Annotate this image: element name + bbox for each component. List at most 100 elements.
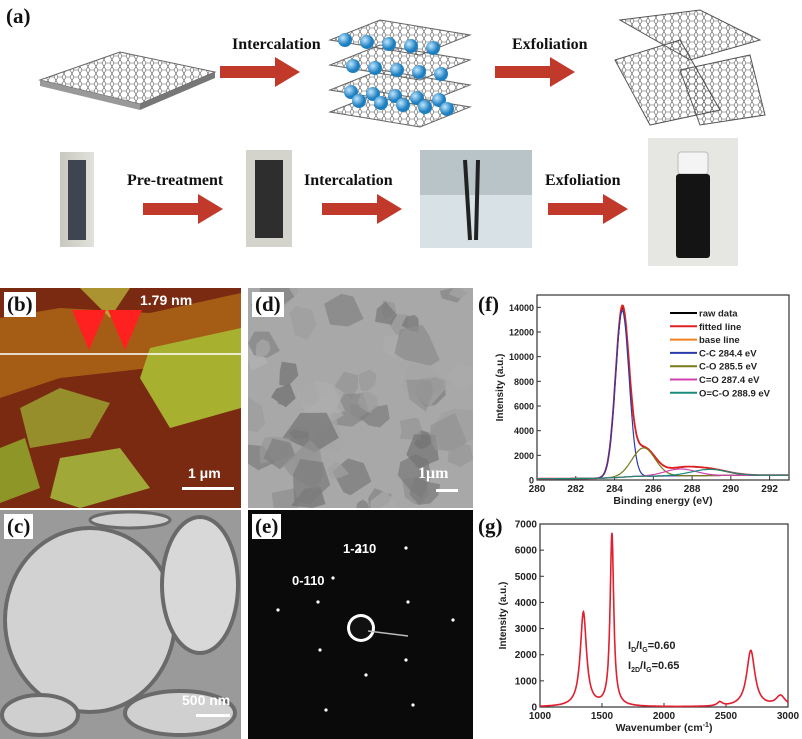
id-ig-ratio: ID/IG=0.60 [628, 640, 676, 655]
ion-sphere [338, 33, 352, 47]
diffraction-spot [358, 548, 362, 552]
diffraction-spot [318, 648, 322, 652]
ion-sphere [346, 59, 360, 73]
ion-sphere [426, 41, 440, 55]
legend-entry: C=O 287.4 eV [699, 375, 760, 386]
y-axis-label: Intensity (a.u.) [498, 582, 509, 650]
diffraction-spot [404, 546, 408, 550]
diffraction-spot [316, 600, 320, 604]
flake [271, 488, 300, 508]
flake [277, 391, 289, 406]
intercalant-ions [338, 33, 454, 116]
step-label-pretreatment: Pre-treatment [127, 172, 224, 189]
legend-entry: C-C 284.4 eV [699, 348, 757, 359]
ion-sphere [432, 93, 446, 107]
plot-frame-f [536, 294, 790, 481]
flake [334, 371, 359, 399]
arrow-icon [220, 57, 300, 87]
flake [448, 288, 473, 299]
exfoliated-sheets-illustration [614, 9, 766, 126]
ion-sphere [360, 35, 374, 49]
panel-f-label: (f) [478, 292, 499, 316]
x-tick-label: 290 [723, 484, 740, 495]
diffraction-index-1-210: 1-210 [343, 541, 377, 556]
y-tick-label: 0 [531, 703, 537, 714]
ion-sphere [410, 91, 424, 105]
x-tick-label: 282 [567, 484, 584, 495]
afm-image [0, 288, 241, 508]
y-tick-label: 4000 [515, 598, 538, 609]
step-label-intercalation-2: Intercalation [304, 172, 393, 189]
ion-sphere [366, 87, 380, 101]
legend-entry: raw data [699, 309, 738, 320]
flake [445, 363, 473, 391]
y-tick-label: 7000 [515, 520, 538, 531]
arrow-icon [495, 57, 575, 87]
flake [375, 301, 397, 325]
ion-sphere [418, 100, 432, 114]
flake [409, 477, 441, 505]
y-tick-label: 3000 [515, 624, 538, 635]
step-label-exfoliation-2: Exfoliation [545, 172, 621, 189]
arrow-icon [143, 194, 223, 224]
legend-entry: base line [699, 335, 740, 346]
diffraction-spot [331, 576, 335, 580]
ion-sphere [344, 85, 358, 99]
tem-membrane-image [0, 510, 241, 739]
flake [324, 293, 364, 327]
x-tick-label: 2000 [653, 711, 676, 722]
flake [327, 461, 350, 479]
scale-bar [436, 489, 458, 492]
series-peak-2 [537, 468, 789, 480]
tem-flakes-image [248, 288, 473, 508]
scale-bar [196, 714, 230, 717]
flake [370, 489, 399, 508]
step-label-intercalation: Intercalation [232, 36, 321, 53]
flake [289, 306, 317, 341]
panel-g-label: (g) [478, 514, 503, 538]
x-tick-label: 1500 [591, 711, 614, 722]
ion-sphere [368, 61, 382, 75]
flake [279, 361, 299, 387]
y-tick-label: 6000 [515, 546, 538, 557]
flake [359, 404, 390, 428]
i2d-ig-ratio: I2D/IG=0.65 [628, 660, 680, 675]
panel-a-illustrations [38, 9, 766, 266]
x-tick-label: 292 [761, 484, 778, 495]
flake [406, 379, 434, 412]
flake [248, 348, 268, 371]
x-tick-label: 288 [684, 484, 701, 495]
scale-bar [182, 487, 234, 490]
diffraction-pattern-image [248, 510, 473, 739]
flake [357, 392, 379, 414]
y-tick-label: 1000 [515, 676, 538, 687]
panel-b-label: (b) [4, 292, 36, 317]
flake [293, 459, 331, 505]
step-label-exfoliation: Exfoliation [512, 36, 588, 53]
y-axis-label: Intensity (a.u.) [495, 354, 506, 422]
diffraction-spot [406, 600, 410, 604]
y-tick-label: 4000 [514, 426, 534, 436]
height-label: 1.79 nm [140, 292, 193, 308]
ion-sphere [440, 102, 454, 116]
panel-e-label: (e) [252, 514, 282, 539]
series-peak-3 [537, 468, 789, 480]
ion-sphere [404, 39, 418, 53]
panel-d-label: (d) [252, 292, 284, 317]
y-tick-label: 6000 [514, 402, 534, 412]
ion-sphere [390, 63, 404, 77]
scale-bar-label: 1 μm [188, 465, 221, 481]
ion-sphere [412, 65, 426, 79]
y-tick-label: 12000 [509, 328, 534, 338]
legend-entry: C-O 285.5 eV [699, 362, 758, 373]
scale-bar-label: 500 nm [182, 692, 231, 708]
ion-sphere [388, 89, 402, 103]
x-tick-label: 3000 [777, 711, 800, 722]
flake [394, 325, 440, 366]
diffraction-spot [404, 658, 408, 662]
ion-sphere [382, 37, 396, 51]
diffraction-spot [411, 703, 415, 707]
ion-sphere [434, 67, 448, 81]
